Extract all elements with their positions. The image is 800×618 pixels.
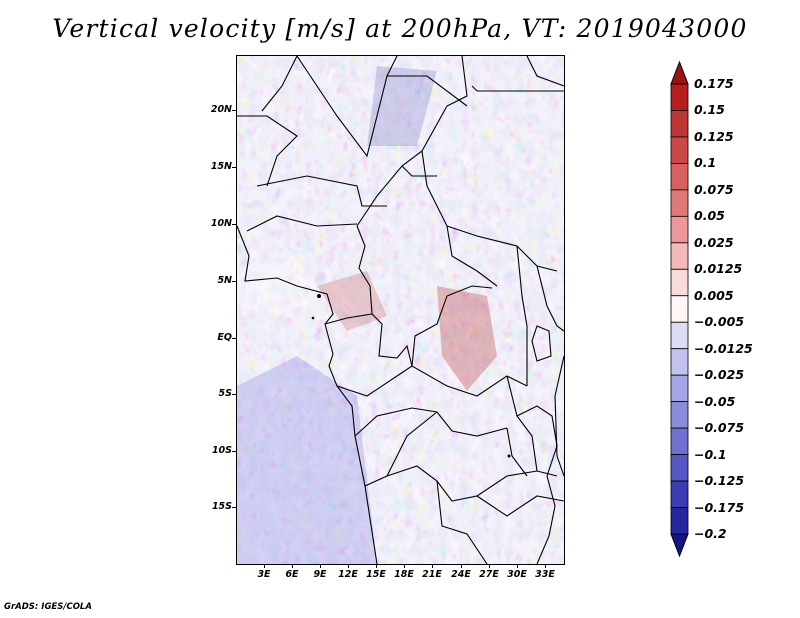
colorbar-segment	[670, 321, 689, 350]
colorbar-tick-label: 0.075	[694, 181, 734, 197]
colorbar-segment	[670, 348, 689, 376]
grads-credit: GrADS: IGES/COLA	[4, 602, 92, 612]
colorbar-segment	[670, 268, 689, 297]
coastal-islands	[311, 294, 511, 458]
colorbar-tick-label: −0.025	[694, 367, 745, 383]
lat-tick-mark	[232, 281, 236, 282]
lon-tick-mark	[348, 564, 349, 568]
lat-tick-mark	[232, 507, 236, 508]
lon-tick-mark	[432, 564, 433, 568]
gulf-field-shading	[237, 261, 327, 316]
colorbar-tick-label: 0.15	[694, 102, 725, 118]
lon-tick-mark	[461, 564, 462, 568]
colorbar-tick-label: −0.05	[694, 393, 736, 409]
lat-tick-mark	[232, 394, 236, 395]
lat-tick-mark	[232, 338, 236, 339]
colorbar-segment	[670, 480, 689, 508]
lon-tick-label: 15E	[366, 569, 386, 580]
lon-tick-label: 9E	[313, 569, 327, 580]
velocity-field-map	[237, 56, 564, 564]
colorbar-tick-label: 0.05	[694, 208, 725, 224]
lat-tick-mark	[232, 224, 236, 225]
lon-tick-label: 27E	[479, 569, 499, 580]
lon-tick-label: 3E	[257, 569, 271, 580]
lon-tick-label: 12E	[338, 569, 358, 580]
lon-tick-label: 30E	[507, 569, 527, 580]
map-title: Vertical velocity [m/s] at 200hPa, VT: 2…	[52, 14, 748, 43]
colorbar-tick-label: −0.2	[694, 526, 727, 541]
lon-tick-label: 18E	[394, 569, 414, 580]
colorbar-top-arrow	[670, 60, 689, 85]
lat-tick-label: 15S	[211, 501, 232, 512]
colorbar-tick-label: −0.075	[694, 420, 745, 436]
congo-basin-field-shading	[437, 286, 497, 391]
colorbar-bottom-arrow	[670, 533, 689, 558]
lat-tick-label: 10N	[210, 218, 232, 229]
lat-tick-label: EQ	[217, 332, 232, 343]
colorbar-segment	[670, 215, 689, 244]
ocean-field-shading	[237, 356, 377, 564]
colorbar-segment	[670, 374, 689, 403]
colorbar-tick-label: 0.1	[694, 155, 717, 171]
colorbar-segment	[670, 454, 689, 482]
lat-tick-mark	[232, 167, 236, 168]
map-plot-area	[236, 55, 565, 565]
colorbar-segment	[670, 295, 689, 323]
colorbar-segment	[670, 242, 689, 270]
colorbar-segment	[670, 507, 689, 535]
lon-tick-label: 33E	[535, 569, 555, 580]
colorbar-segment	[670, 163, 689, 191]
lon-tick-mark	[489, 564, 490, 568]
lon-tick-label: 24E	[451, 569, 471, 580]
lon-tick-mark	[404, 564, 405, 568]
velocity-field-shading	[237, 56, 564, 564]
colorbar-segment	[670, 189, 689, 217]
colorbar-tick-label: −0.1	[694, 446, 727, 462]
colorbar-tick-label: 0.175	[694, 76, 734, 91]
colorbar-segment	[670, 83, 689, 111]
colorbar-segment	[670, 427, 689, 455]
colorbar-tick-label: −0.0125	[694, 340, 753, 356]
colorbar-tick-label: −0.125	[694, 473, 745, 489]
lon-tick-mark	[292, 564, 293, 568]
lat-tick-label: 15N	[210, 161, 232, 172]
lat-tick-mark	[232, 110, 236, 111]
lon-tick-label: 6E	[285, 569, 299, 580]
lat-tick-label: 10S	[211, 445, 232, 456]
lon-tick-mark	[264, 564, 265, 568]
colorbar-tick-label: 0.0125	[694, 261, 743, 277]
lon-tick-mark	[376, 564, 377, 568]
lat-tick-label: 5S	[218, 388, 232, 399]
lat-tick-label: 5N	[217, 275, 232, 286]
lat-tick-label: 20N	[210, 104, 232, 115]
colorbar-tick-label: −0.005	[694, 314, 745, 330]
colorbar-tick-label: −0.175	[694, 499, 745, 515]
colorbar-tick-label: 0.025	[694, 234, 734, 250]
lon-tick-label: 21E	[422, 569, 442, 580]
lon-tick-mark	[517, 564, 518, 568]
colorbar-tick-label: 0.005	[694, 287, 734, 303]
political-boundaries	[237, 56, 564, 564]
lon-tick-mark	[545, 564, 546, 568]
colorbar-segment	[670, 136, 689, 164]
lon-tick-mark	[320, 564, 321, 568]
colorbar-segment	[670, 401, 689, 429]
colorbar-tick-label: 0.125	[694, 128, 734, 144]
colorbar-segment	[670, 110, 689, 138]
lat-tick-mark	[232, 451, 236, 452]
